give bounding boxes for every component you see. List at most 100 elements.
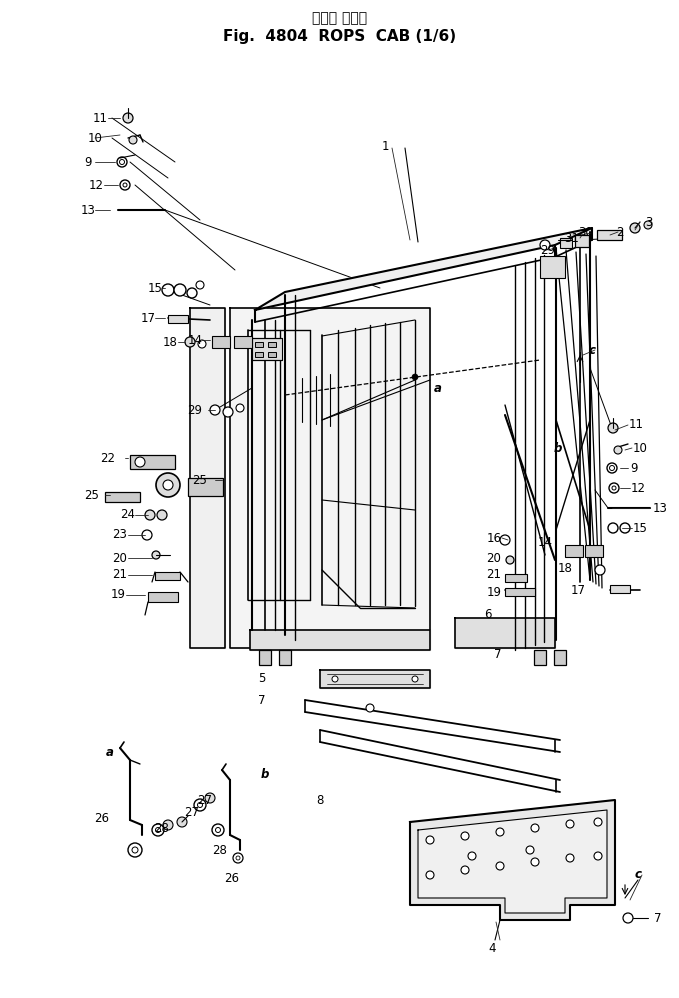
Circle shape [215,827,221,832]
Bar [259,650,271,665]
Text: 27: 27 [185,805,200,818]
Bar [268,342,276,347]
Circle shape [468,852,476,860]
Circle shape [174,284,186,296]
Circle shape [610,465,614,470]
Text: c: c [589,343,595,356]
Circle shape [196,281,204,289]
Circle shape [496,862,504,870]
Text: a: a [106,746,114,758]
Bar [554,650,566,665]
Bar [268,352,276,357]
Text: 26: 26 [94,811,109,824]
Polygon shape [410,800,615,920]
Text: 15: 15 [147,281,162,294]
Circle shape [120,180,130,190]
Bar [505,588,535,596]
Circle shape [157,510,167,520]
Bar [168,315,188,323]
Bar [534,650,546,665]
Text: 18: 18 [162,335,177,348]
Text: 15: 15 [633,522,648,535]
Text: 10: 10 [88,132,103,145]
Text: 28: 28 [213,843,227,856]
Text: a: a [434,381,442,394]
Circle shape [540,240,550,250]
Circle shape [612,486,616,490]
Circle shape [412,374,418,380]
Bar [505,574,527,582]
Bar [565,545,583,557]
Circle shape [123,113,133,123]
Text: 3: 3 [645,216,653,229]
Text: 31: 31 [564,232,579,245]
Text: 10: 10 [633,441,648,454]
Text: 21: 21 [486,569,502,582]
Text: 19: 19 [111,589,126,602]
Circle shape [162,284,174,296]
Circle shape [120,160,124,165]
Circle shape [506,556,514,564]
Polygon shape [455,618,555,648]
Bar [212,336,230,348]
Circle shape [526,846,534,854]
Text: 23: 23 [113,529,128,542]
Text: 16: 16 [486,532,502,545]
Bar [234,336,252,348]
Text: b: b [261,768,269,781]
Text: 7: 7 [258,694,265,707]
Circle shape [187,288,197,298]
Text: 1: 1 [381,140,389,153]
Circle shape [145,510,155,520]
Text: 7: 7 [494,649,502,662]
Circle shape [185,337,195,347]
Circle shape [132,847,138,853]
Circle shape [531,858,539,866]
Circle shape [233,853,243,863]
Text: 25: 25 [193,473,208,486]
Bar [148,592,178,602]
Bar [255,342,263,347]
Circle shape [620,523,630,533]
Text: 20: 20 [487,552,501,565]
Text: 28: 28 [155,821,170,834]
Text: c: c [634,868,642,881]
Text: 13: 13 [81,204,96,217]
Bar [188,478,223,496]
Bar [610,585,630,593]
Circle shape [623,913,633,923]
Circle shape [152,551,160,559]
Circle shape [205,793,215,803]
Circle shape [609,483,619,493]
Text: 7: 7 [655,911,662,924]
Circle shape [594,818,602,826]
Bar [597,230,622,240]
Circle shape [332,676,338,682]
Text: 8: 8 [316,793,324,806]
Circle shape [426,871,434,879]
Circle shape [461,866,469,874]
Polygon shape [230,308,430,648]
Circle shape [614,446,622,454]
Bar [130,455,175,469]
Text: 27: 27 [198,793,213,806]
Text: 11: 11 [92,112,107,125]
Text: 14: 14 [538,536,553,549]
Circle shape [566,820,574,828]
Circle shape [223,407,233,417]
Circle shape [644,221,652,229]
Text: 5: 5 [258,672,265,685]
Bar [279,650,291,665]
Circle shape [177,817,187,827]
Circle shape [595,565,605,575]
Bar [575,235,589,247]
Circle shape [156,473,180,497]
Polygon shape [418,810,607,913]
Text: Fig.  4804  ROPS  CAB (1/6): Fig. 4804 ROPS CAB (1/6) [223,29,456,44]
Circle shape [123,183,127,187]
Text: 13: 13 [653,502,667,515]
Circle shape [212,824,224,836]
Text: 19: 19 [486,586,502,599]
Circle shape [412,676,418,682]
Circle shape [163,480,173,490]
